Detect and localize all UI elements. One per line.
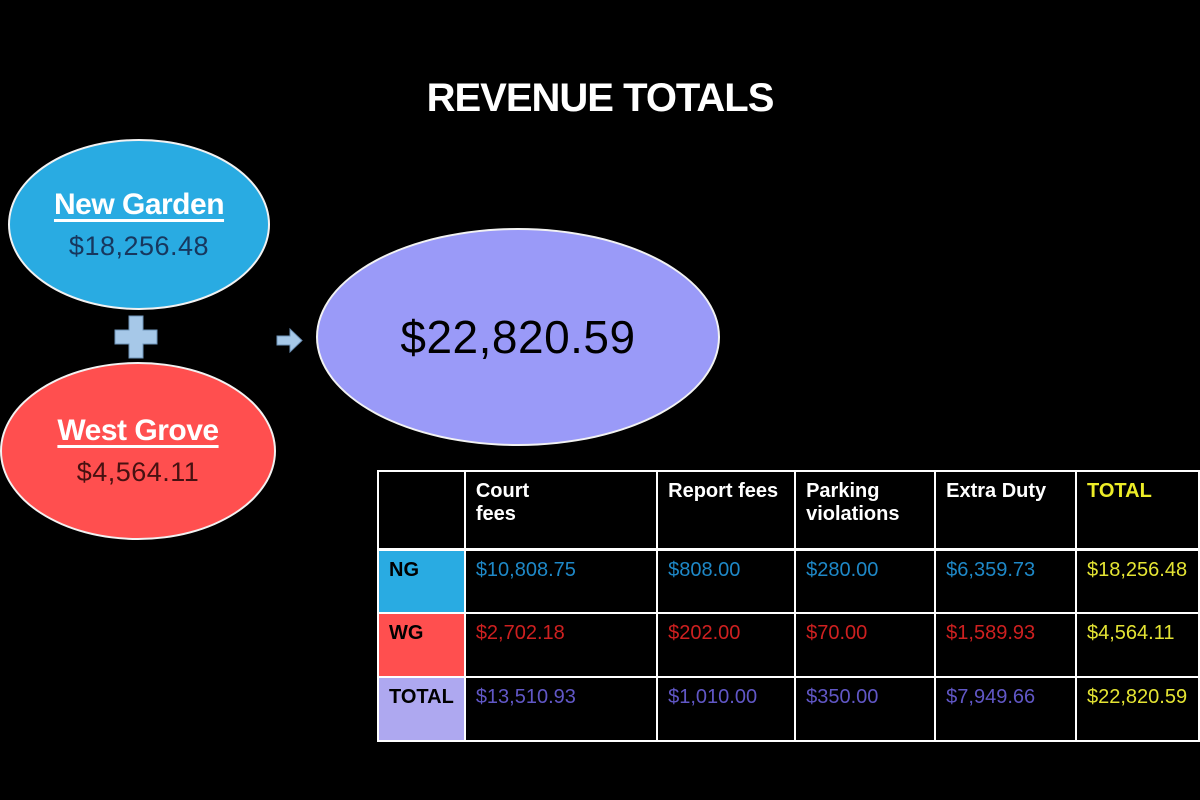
total-extra-duty: $7,949.66	[934, 676, 1077, 742]
total-total: $22,820.59	[1075, 676, 1200, 742]
row-header-total: TOTAL	[377, 676, 466, 742]
table-header-row: Court fees Report fees Parking violation…	[377, 470, 1200, 551]
arrow-right-icon	[275, 327, 304, 354]
column-header-court-fees: Court fees	[463, 470, 659, 551]
west-grove-ellipse: West Grove $4,564.11	[0, 362, 276, 540]
new-garden-ellipse: New Garden $18,256.48	[8, 139, 270, 310]
column-header-total: TOTAL	[1075, 470, 1200, 551]
total-report-fees: $1,010.00	[656, 676, 797, 742]
wg-total: $4,564.11	[1075, 612, 1200, 678]
table-row-wg: WG $2,702.18 $202.00 $70.00 $1,589.93 $4…	[377, 612, 1200, 678]
page-title: REVENUE TOTALS	[426, 76, 775, 120]
total-value: $22,820.59	[400, 311, 636, 363]
new-garden-label: New Garden	[53, 187, 225, 221]
corner-cell	[377, 470, 466, 551]
plus-icon-glyph	[114, 315, 158, 359]
table-row-total: TOTAL $13,510.93 $1,010.00 $350.00 $7,94…	[377, 676, 1200, 742]
total-parking-violations: $350.00	[794, 676, 937, 742]
wg-court-fees: $2,702.18	[463, 612, 659, 678]
arrow-right-icon-glyph	[276, 327, 303, 354]
wg-extra-duty: $1,589.93	[934, 612, 1077, 678]
west-grove-label: West Grove	[57, 414, 219, 447]
ng-extra-duty: $6,359.73	[934, 548, 1077, 614]
revenue-table: Court fees Report fees Parking violation…	[377, 470, 1200, 742]
plus-icon	[111, 312, 161, 362]
new-garden-value: $18,256.48	[68, 230, 210, 261]
wg-report-fees: $202.00	[656, 612, 797, 678]
column-header-parking-violations: Parking violations	[794, 470, 937, 551]
column-header-report-fees: Report fees	[656, 470, 797, 551]
total-ellipse: $22,820.59	[316, 228, 720, 446]
row-header-wg: WG	[377, 612, 466, 678]
column-header-extra-duty: Extra Duty	[934, 470, 1077, 551]
total-court-fees: $13,510.93	[463, 676, 659, 742]
table-row-ng: NG $10,808.75 $808.00 $280.00 $6,359.73 …	[377, 548, 1200, 614]
west-grove-value: $4,564.11	[76, 457, 200, 487]
ng-parking-violations: $280.00	[794, 548, 937, 614]
ng-total: $18,256.48	[1075, 548, 1200, 614]
row-header-ng: NG	[377, 548, 466, 614]
ng-report-fees: $808.00	[656, 548, 797, 614]
wg-parking-violations: $70.00	[794, 612, 937, 678]
ng-court-fees: $10,808.75	[463, 548, 659, 614]
